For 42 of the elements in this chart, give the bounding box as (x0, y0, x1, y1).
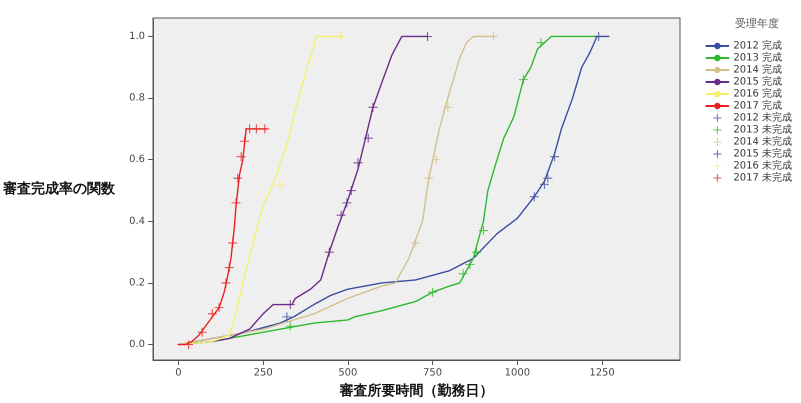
point (208, 309, 217, 318)
x-axis-title: 審査所要時間（勤務日） (338, 382, 494, 399)
point (424, 174, 434, 183)
legend-label: 2013 完成 (733, 52, 782, 64)
legend-label: 2015 未完成 (733, 148, 792, 160)
legend-label: 2012 未完成 (733, 112, 792, 124)
legend-label: 2017 未完成 (733, 172, 792, 184)
x-tick-label: 0 (175, 368, 182, 378)
legend-title: 受理年度 (735, 17, 779, 30)
x-tick-label: 500 (338, 368, 358, 378)
point (233, 174, 242, 183)
x-tick-label: 750 (423, 368, 442, 378)
point (431, 155, 440, 164)
legend-label: 2014 完成 (733, 64, 782, 76)
y-tick-label: 0.2 (129, 277, 145, 288)
y-tick-label: 0.4 (129, 216, 145, 227)
y-tick-label: 1.0 (129, 30, 145, 42)
point (324, 248, 334, 257)
point (458, 269, 468, 278)
point (198, 328, 207, 337)
legend-label: 2013 未完成 (733, 124, 792, 136)
point (240, 136, 250, 146)
point (286, 322, 295, 331)
point (428, 288, 438, 297)
legend-label: 2016 完成 (733, 88, 782, 100)
point (286, 300, 295, 310)
y-tick-label: 0.0 (129, 339, 145, 350)
y-axis-title: 審査完成率の関数 (2, 180, 116, 197)
point (346, 186, 356, 196)
point (224, 263, 234, 272)
x-tick-label: 1000 (504, 368, 530, 378)
y-tick-label: 0.6 (129, 154, 145, 166)
legend-label: 2016 未完成 (733, 160, 792, 172)
legend-label: 2017 完成 (733, 100, 782, 112)
legend-label: 2015 完成 (733, 76, 782, 88)
y-tick-label: 0.8 (129, 92, 145, 104)
legend-label: 2012 完成 (733, 40, 782, 52)
legend-label: 2014 未完成 (733, 136, 792, 148)
point (543, 174, 552, 183)
point (530, 192, 539, 202)
x-tick-label: 250 (254, 368, 273, 378)
x-tick-label: 1250 (589, 368, 615, 378)
